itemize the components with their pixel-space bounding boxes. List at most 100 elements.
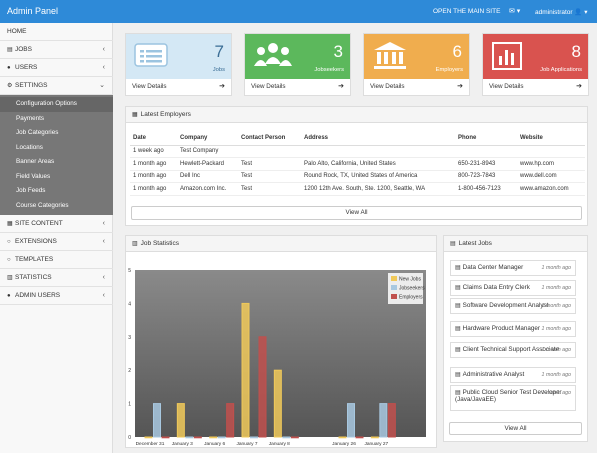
sidebar-item-templates[interactable]: ○ TEMPLATES: [0, 251, 113, 269]
sidebar-item-users[interactable]: ● USERS ‹: [0, 59, 113, 77]
submenu-banner-areas[interactable]: Banner Areas: [16, 158, 55, 165]
job-time: 1 month ago: [541, 390, 571, 396]
brand-title[interactable]: Admin Panel: [7, 6, 59, 16]
table-row[interactable]: 1 month ago Dell Inc Test Round Rock, TX…: [130, 170, 585, 183]
chart-bar: [347, 403, 355, 438]
x-tick-label: January 6: [204, 441, 225, 447]
sidebar-item-admin-users[interactable]: ● ADMIN USERS ‹: [0, 287, 113, 305]
view-all-jobs-button[interactable]: View All: [449, 422, 582, 435]
legend-swatch: [391, 276, 397, 281]
sidebar-item-extensions[interactable]: ○ EXTENSIONS ‹: [0, 233, 113, 251]
view-details-label: View Details: [489, 83, 524, 90]
chart-bar: [387, 403, 396, 438]
chevron-down-icon: ⌄: [99, 82, 105, 89]
sidebar-item-jobs[interactable]: ▤ JOBS ‹: [0, 41, 113, 59]
job-list-item[interactable]: ▤ Administrative Analyst 1 month ago: [450, 367, 576, 383]
chart-bar: [290, 436, 299, 439]
card-jobseekers: 3 Jobseekers View Details ➔: [244, 33, 351, 96]
open-main-site-link[interactable]: OPEN THE MAIN SITE: [433, 8, 501, 15]
submenu-field-values[interactable]: Field Values: [16, 172, 51, 180]
chart-bar: [282, 436, 291, 439]
sidebar-item-settings[interactable]: ⚙ SETTINGS ⌄: [0, 77, 113, 95]
view-all-employers-button[interactable]: View All: [131, 206, 582, 220]
submenu-course-categories[interactable]: Course Categories: [16, 201, 69, 209]
sidebar-item-label: USERS: [15, 64, 38, 71]
users-icon: [254, 43, 292, 66]
cell-contact: Test: [238, 157, 301, 171]
y-tick-label: 4: [128, 301, 131, 307]
submenu-configuration-options[interactable]: Configuration Options: [0, 97, 113, 112]
cell-company: Test Company: [177, 145, 238, 158]
job-list-item[interactable]: ▤ Public Cloud Senior Test Developer (Jav…: [450, 385, 576, 411]
panel-title: Job Statistics: [140, 240, 179, 247]
chart-bar: [338, 436, 347, 439]
chevron-left-icon: ‹: [102, 238, 105, 245]
chart-bar: [176, 403, 185, 438]
submenu-locations[interactable]: Locations: [16, 143, 43, 151]
legend-swatch: [391, 294, 397, 299]
submenu-job-categories[interactable]: Job Categories: [16, 129, 59, 136]
chart-bar: [193, 436, 202, 439]
user-menu[interactable]: administrator 👤 ▾: [535, 8, 588, 16]
chart-bar: [241, 302, 250, 438]
submenu-payments[interactable]: Payments: [16, 114, 44, 122]
job-title: Client Technical Support Associate: [462, 346, 560, 353]
document-icon: ▤: [455, 347, 461, 353]
column-header: Website: [517, 131, 585, 146]
job-title: Hardware Product Manager: [462, 325, 541, 332]
cell-date: 1 week ago: [130, 145, 177, 158]
sidebar-item-site-content[interactable]: ▦ SITE CONTENT ‹: [0, 215, 113, 233]
job-list-item[interactable]: ▤ Client Technical Support Associate 1 mon…: [450, 342, 576, 358]
card-label: Job Applications: [540, 67, 582, 73]
chevron-left-icon: ‹: [102, 64, 105, 71]
sidebar-item-statistics[interactable]: ▥ STATISTICS ‹: [0, 269, 113, 287]
table-row[interactable]: 1 week ago Test Company: [130, 145, 585, 158]
table-row[interactable]: 1 month ago Hewlett-Packard Test Palo Al…: [130, 157, 585, 171]
job-time: 1 month ago: [541, 347, 571, 353]
user-icon: ●: [7, 293, 11, 299]
cell-date: 1 month ago: [130, 170, 177, 183]
view-details-link[interactable]: View Details ➔: [483, 79, 588, 96]
legend-label: Jobseekers: [399, 286, 425, 292]
sidebar: HOME ▤ JOBS ‹ ● USERS ‹ ⚙ SETTINGS ⌄ Config…: [0, 23, 113, 453]
y-tick-label: 2: [128, 368, 131, 374]
view-details-label: View Details: [370, 83, 405, 90]
card-label: Employers: [435, 67, 463, 73]
sidebar-item-label: STATISTICS: [15, 274, 52, 281]
x-tick-label: January 26: [332, 441, 356, 447]
grid-icon: ▦: [7, 221, 13, 227]
job-list-item[interactable]: ▤ Data Center Manager 1 month ago: [450, 260, 576, 276]
arrow-right-icon: ➔: [338, 83, 344, 90]
user-name: administrator: [535, 9, 573, 16]
sidebar-item-home[interactable]: HOME: [0, 23, 113, 41]
legend-label: Employers: [399, 295, 423, 301]
view-details-link[interactable]: View Details ➔: [245, 79, 350, 96]
chart-bar: [209, 436, 218, 439]
view-details-link[interactable]: View Details ➔: [126, 79, 231, 96]
cell-date: 1 month ago: [130, 182, 177, 196]
chart-bar: [250, 436, 258, 439]
view-details-link[interactable]: View Details ➔: [364, 79, 469, 96]
mail-icon[interactable]: ✉ ▾: [509, 8, 521, 15]
job-list-item[interactable]: ▤ Hardware Product Manager 1 month ago: [450, 321, 576, 337]
card-top: 8 Job Applications: [483, 34, 588, 79]
job-title: Data Center Manager: [462, 264, 524, 271]
cell-address: [301, 145, 455, 158]
cell-phone: 650-231-8943: [455, 157, 517, 171]
job-title: Claims Data Entry Clerk: [462, 284, 530, 291]
chart-bar: [258, 336, 267, 438]
panel-header: ▤ Latest Jobs: [444, 236, 587, 252]
job-statistics-chart: 0 1 2 3 4 5 December 31 January 3 January 6 Janua…: [128, 268, 426, 447]
job-list-item[interactable]: ▤ Claims Data Entry Clerk 1 month ago: [450, 280, 576, 296]
sidebar-item-label: JOBS: [15, 46, 32, 53]
card-label: Jobs: [212, 67, 225, 73]
table-row[interactable]: 1 month ago Amazon.com Inc. Test 1200 12…: [130, 182, 585, 196]
y-tick-label: 0: [128, 435, 131, 441]
job-list-item[interactable]: ▤ Software Development Analyst 1 month ago: [450, 298, 576, 314]
submenu-job-feeds[interactable]: Job Feeds: [16, 187, 46, 194]
card-count: 7: [214, 42, 224, 61]
cell-website: [517, 145, 585, 158]
job-time: 1 month ago: [541, 303, 571, 309]
cell-phone: [455, 145, 517, 158]
chart-bar: [355, 436, 364, 439]
